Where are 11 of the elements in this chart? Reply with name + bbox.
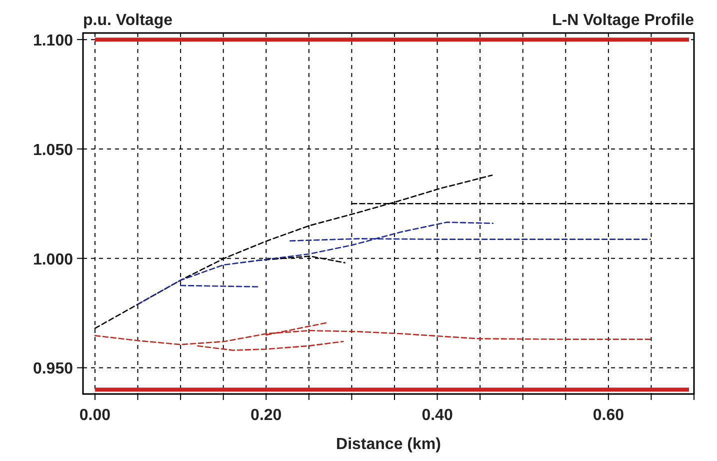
chart-title: L-N Voltage Profile — [552, 12, 694, 29]
x-axis-title: Distance (km) — [336, 436, 441, 453]
y-tick-label: 0.950 — [32, 360, 74, 378]
x-tick-label: 0.20 — [250, 407, 282, 424]
y-tick-label: 1.000 — [32, 251, 74, 268]
y-tick-label: 1.050 — [32, 142, 74, 159]
y-tick-label: 1.100 — [32, 32, 74, 50]
x-tick-label: 0.00 — [79, 407, 111, 424]
x-tick-label: 0.40 — [422, 407, 453, 424]
x-tick-label: 0.60 — [592, 407, 624, 424]
y-axis-title: p.u. Voltage — [83, 12, 173, 29]
